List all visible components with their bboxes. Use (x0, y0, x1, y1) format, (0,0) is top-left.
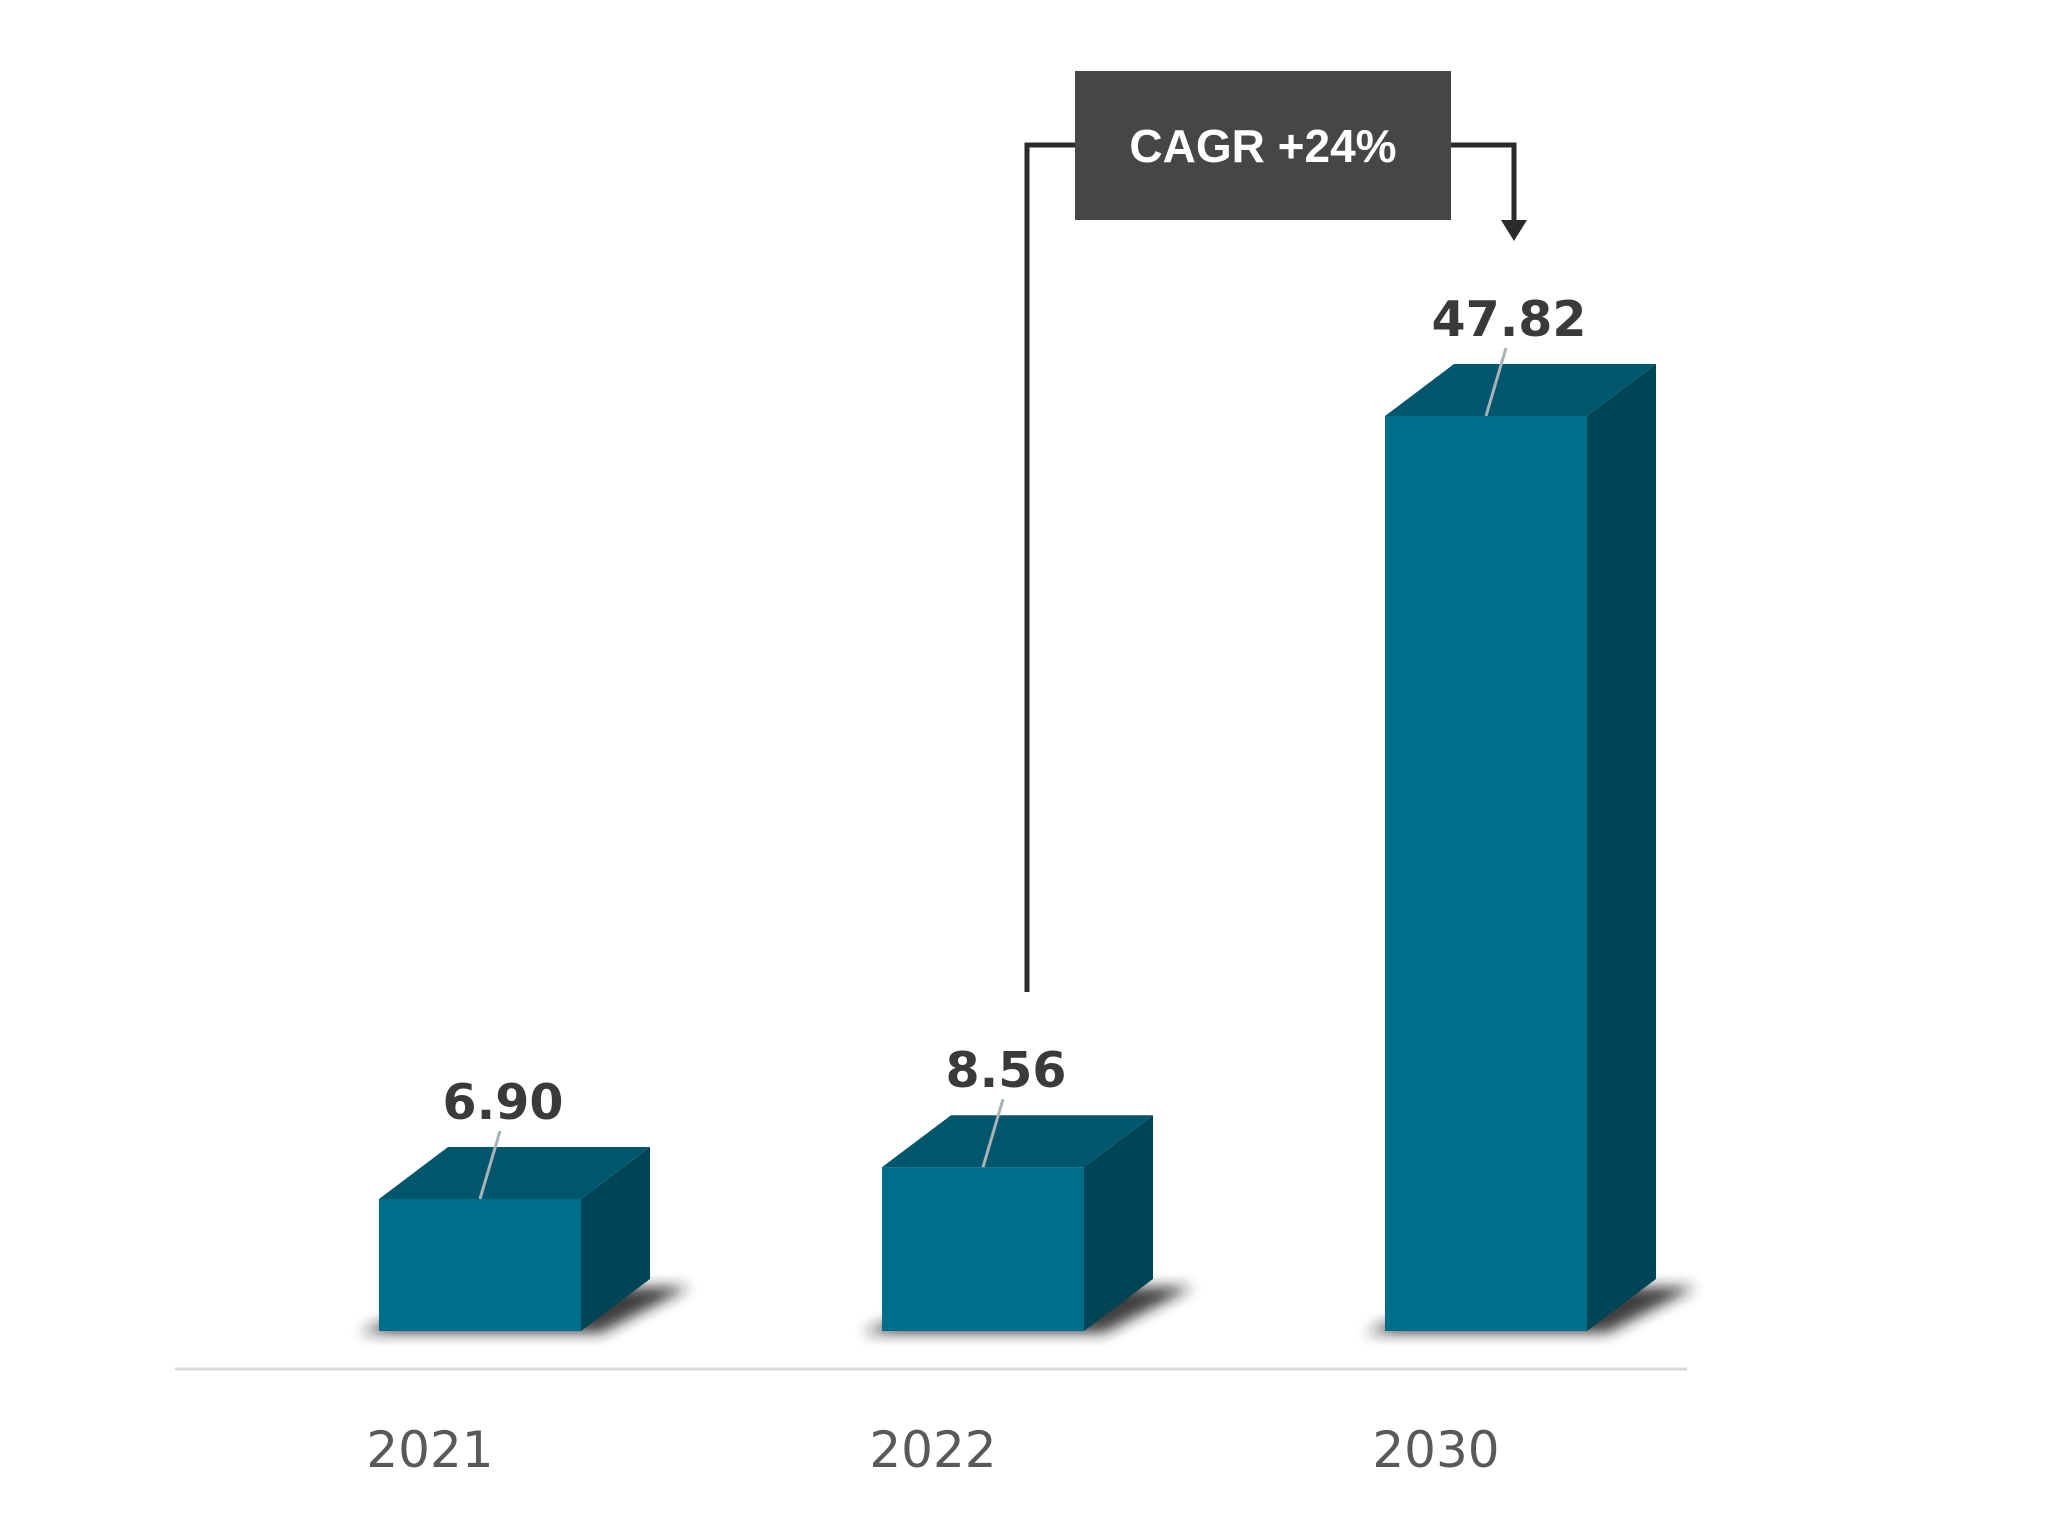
value-label-2030: 47.82 (1432, 291, 1587, 348)
cagr-annotation: CAGR +24% (1024, 71, 1527, 992)
value-leader-2021 (478, 1130, 502, 1200)
value-labels: 6.90 8.56 47.82 (443, 291, 1587, 1200)
x-tick-label-2022: 2022 (869, 1421, 996, 1479)
x-tick-label-2021: 2021 (366, 1421, 493, 1479)
value-leader-2022 (981, 1098, 1005, 1168)
value-label-2022: 8.56 (946, 1042, 1067, 1099)
bar-top-2022 (882, 1115, 1153, 1168)
bar-2021 (379, 1198, 581, 1331)
cagr-arrowhead (1501, 220, 1527, 241)
cagr-label: CAGR +24% (1129, 120, 1396, 172)
bar-top-2021 (379, 1146, 650, 1199)
bar-side-2021 (581, 1146, 650, 1331)
x-tick-label-2030: 2030 (1372, 1421, 1499, 1479)
bar-top-2030 (1385, 364, 1656, 416)
x-axis-ticks: 2021 2022 2030 (366, 1421, 1499, 1479)
value-leader-2030 (1484, 347, 1508, 417)
bar-2022 (882, 1167, 1084, 1331)
bar-side-2030 (1587, 364, 1656, 1331)
value-label-2021: 6.90 (443, 1074, 564, 1131)
bar-side-2022 (1084, 1115, 1153, 1331)
cagr-box (1075, 71, 1451, 220)
bars (379, 364, 1656, 1331)
bar-2030 (1385, 416, 1587, 1331)
